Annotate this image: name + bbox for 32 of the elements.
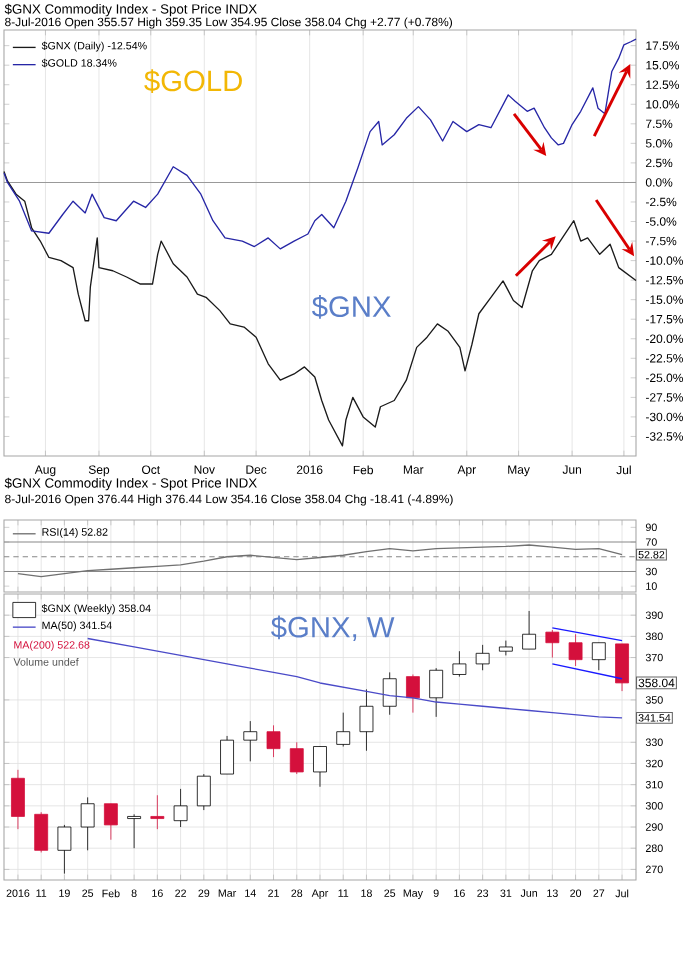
candlestick: [150, 794, 165, 830]
candlestick: [545, 629, 560, 658]
candlestick: [266, 724, 281, 758]
candlestick: [475, 644, 490, 671]
candlestick: [220, 735, 234, 775]
candlestick: [568, 633, 583, 667]
candlestick: [289, 741, 304, 775]
candlestick: [452, 650, 467, 678]
candlestick: [313, 746, 327, 788]
candlestick: [406, 674, 420, 714]
candlestick: [80, 796, 95, 851]
candlestick: [615, 643, 629, 692]
candlestick: [11, 769, 25, 830]
line-series: [3, 38, 637, 250]
annotation: $GNX: [311, 295, 391, 319]
candlestick: [382, 671, 397, 716]
candlestick: [243, 720, 258, 762]
candlestick: [359, 688, 374, 752]
line-series: [3, 170, 637, 447]
candlestick: [591, 642, 606, 671]
candlestick: [173, 788, 188, 828]
candlestick: [429, 667, 444, 718]
candlestick: [103, 803, 118, 841]
candlestick: [196, 773, 211, 811]
annotation: $GNX, W: [271, 615, 395, 642]
candlestick: [498, 640, 513, 656]
candlestick: [57, 824, 72, 875]
candlestick: [522, 610, 537, 650]
candlestick: [336, 712, 351, 747]
candlestick: [34, 811, 49, 853]
annotation: $GOLD: [144, 69, 242, 94]
candlestick: [127, 813, 142, 849]
